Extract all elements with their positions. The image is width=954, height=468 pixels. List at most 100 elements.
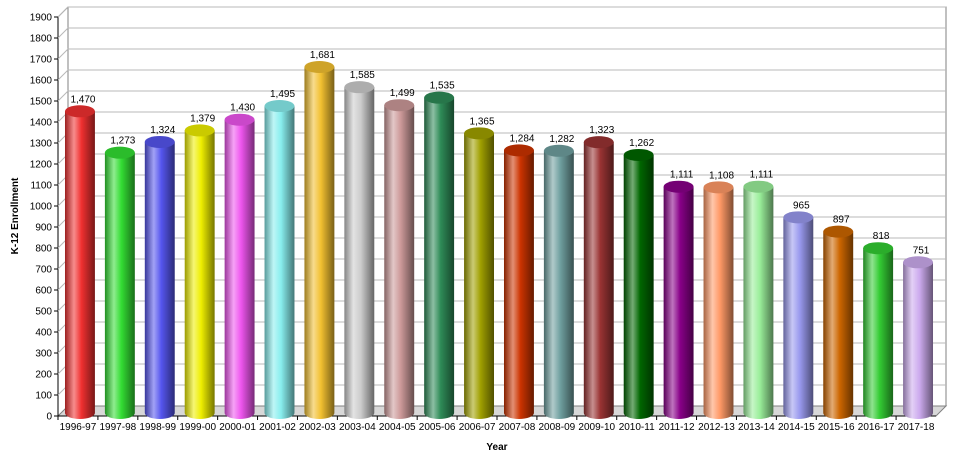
y-tick-label: 700 [35, 265, 52, 276]
y-tick-label: 600 [35, 286, 52, 297]
data-label: 1,681 [310, 50, 335, 61]
x-tick-label: 2017-18 [898, 422, 935, 433]
x-tick-label: 2004-05 [379, 422, 416, 433]
bar-body [184, 130, 215, 419]
x-tick-label: 2005-06 [419, 422, 456, 433]
bar-body [703, 187, 734, 419]
x-axis-title: Year [486, 442, 507, 453]
bar-2016-17 [863, 242, 894, 419]
bar-body [743, 186, 774, 419]
bar-2010-11 [623, 148, 654, 420]
bar-top [823, 225, 854, 238]
bar-2012-13 [703, 181, 734, 419]
bar-body [384, 105, 415, 420]
data-label: 1,111 [670, 170, 694, 181]
bar-top [384, 99, 415, 112]
bar-2000-01 [224, 113, 255, 419]
bar-body [464, 133, 495, 419]
bar-body [503, 150, 534, 420]
data-label: 1,430 [230, 103, 255, 114]
y-axis-ticks: 0 100 200 300 400 500 600 700 800 900 1000 1100 1200… [30, 13, 58, 423]
bar-top [264, 100, 295, 113]
x-tick-label: 1999-00 [179, 422, 216, 433]
bar-1999-00 [184, 124, 215, 419]
data-label: 965 [793, 200, 810, 211]
gridline [57, 48, 946, 60]
x-axis-ticks: 1996-97 1997-98 1998-99 1999-00 2000-01 2001-… [57, 416, 935, 433]
data-label: 1,495 [270, 89, 295, 100]
data-label: 1,273 [110, 136, 135, 147]
bar-body [783, 217, 814, 419]
x-tick-label: 2008-09 [539, 422, 576, 433]
x-tick-label: 2001-02 [259, 422, 296, 433]
gridline [57, 69, 946, 81]
data-label: 1,535 [430, 81, 455, 92]
y-tick-label: 1700 [30, 55, 53, 66]
bar-2005-06 [424, 91, 455, 420]
gridline [57, 90, 946, 102]
bar-top [743, 180, 774, 193]
bar-top [783, 211, 814, 224]
data-label: 1,470 [70, 94, 95, 105]
data-label: 1,262 [629, 138, 654, 149]
x-tick-label: 2000-01 [219, 422, 256, 433]
bar-body [304, 66, 335, 420]
data-label: 751 [913, 245, 930, 256]
bar-body [264, 106, 295, 420]
bar-top [863, 242, 894, 255]
bar-1996-97 [64, 105, 95, 419]
data-label: 1,379 [190, 113, 215, 124]
bar-2004-05 [384, 99, 415, 420]
x-tick-label: 1997-98 [100, 422, 137, 433]
bar-top [583, 136, 614, 149]
gridline [57, 27, 946, 39]
bar-2009-10 [583, 136, 614, 420]
x-tick-label: 2012-13 [698, 422, 735, 433]
x-tick-label: 2006-07 [459, 422, 496, 433]
bar-body [863, 248, 894, 419]
y-tick-label: 1500 [30, 97, 53, 108]
y-tick-label: 0 [46, 412, 52, 423]
bar-body [424, 97, 455, 420]
x-tick-label: 2011-12 [659, 422, 695, 433]
data-label: 1,499 [390, 88, 415, 99]
bar-2013-14 [743, 180, 774, 419]
y-tick-label: 200 [35, 370, 52, 381]
data-label: 1,365 [470, 116, 495, 127]
bar-top [663, 180, 694, 193]
data-label: 1,585 [350, 70, 375, 81]
bar-top [104, 146, 135, 159]
y-tick-label: 1300 [30, 139, 53, 150]
y-tick-label: 1000 [30, 202, 53, 213]
x-tick-label: 2016-17 [858, 422, 895, 433]
bar-2008-09 [543, 144, 574, 419]
value-labels: 1,470 1,273 1,324 1,379 1,430 1,495 1,681 1,585… [70, 50, 929, 256]
bar-top [184, 124, 215, 137]
x-tick-label: 2010-11 [619, 422, 655, 433]
data-label: 1,108 [709, 170, 734, 181]
y-tick-label: 1600 [30, 76, 53, 87]
y-tick-label: 1400 [30, 118, 53, 129]
bar-body [663, 186, 694, 419]
x-tick-label: 2014-15 [778, 422, 815, 433]
bar-top [344, 81, 375, 94]
bar-body [623, 154, 654, 420]
x-tick-label: 1998-99 [139, 422, 176, 433]
x-tick-label: 2002-03 [299, 422, 336, 433]
bars [64, 60, 934, 420]
y-tick-label: 1900 [30, 13, 53, 24]
bar-top [623, 148, 654, 161]
data-label: 818 [873, 231, 890, 242]
x-tick-label: 2013-14 [738, 422, 775, 433]
bar-body [104, 152, 135, 419]
y-tick-label: 1100 [30, 181, 52, 192]
bar-2003-04 [344, 81, 375, 420]
y-tick-label: 1800 [30, 34, 53, 45]
x-tick-label: 2007-08 [499, 422, 536, 433]
y-axis-title: K-12 Enrollment [10, 177, 21, 254]
bar-2017-18 [903, 256, 934, 419]
bar-body [903, 262, 934, 419]
bar-top [144, 135, 175, 148]
